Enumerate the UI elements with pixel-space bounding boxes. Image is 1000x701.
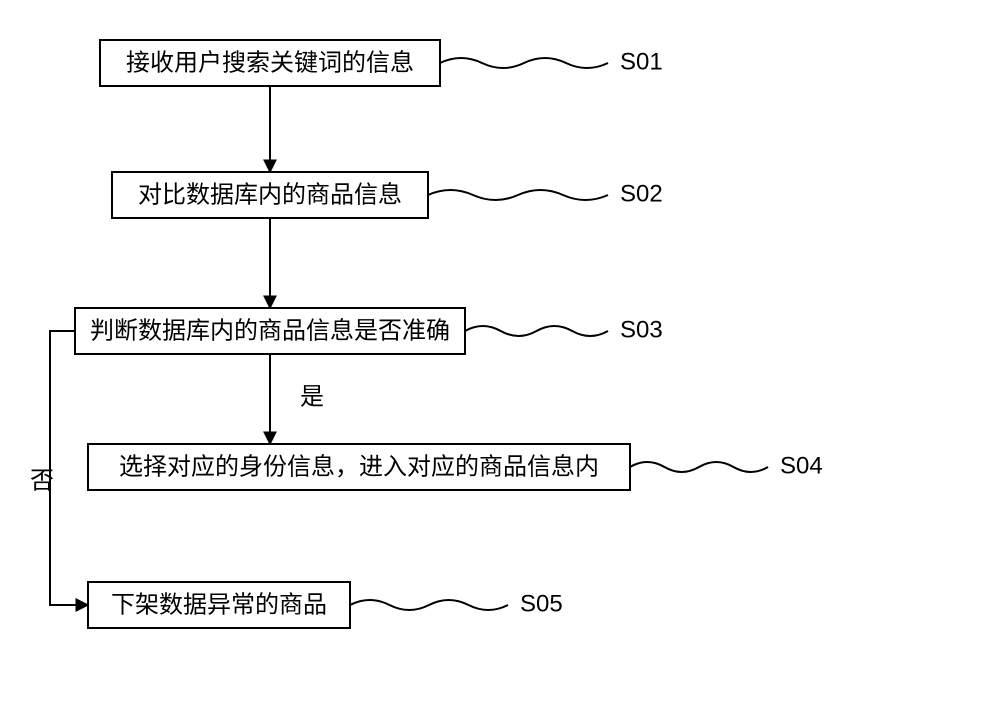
wavy-connector-0 — [440, 58, 608, 68]
node-label-n4: 选择对应的身份信息，进入对应的商品信息内 — [119, 453, 599, 480]
wavy-connector-2 — [465, 326, 608, 336]
step-label-S01: S01 — [620, 48, 663, 75]
step-label-S02: S02 — [620, 180, 663, 207]
node-label-n1: 接收用户搜索关键词的信息 — [126, 49, 414, 76]
edge-n3-n5 — [50, 331, 88, 605]
step-label-S05: S05 — [520, 590, 563, 617]
node-label-n5: 下架数据异常的商品 — [111, 591, 327, 618]
wavy-connector-4 — [350, 600, 508, 610]
edge-label-n3-n4: 是 — [300, 383, 324, 410]
edge-label-n3-n5: 否 — [30, 467, 54, 494]
step-label-S03: S03 — [620, 316, 663, 343]
wavy-connector-1 — [428, 190, 608, 200]
node-label-n2: 对比数据库内的商品信息 — [138, 181, 402, 208]
step-label-S04: S04 — [780, 452, 823, 479]
wavy-connector-3 — [630, 462, 768, 472]
node-label-n3: 判断数据库内的商品信息是否准确 — [90, 317, 450, 344]
